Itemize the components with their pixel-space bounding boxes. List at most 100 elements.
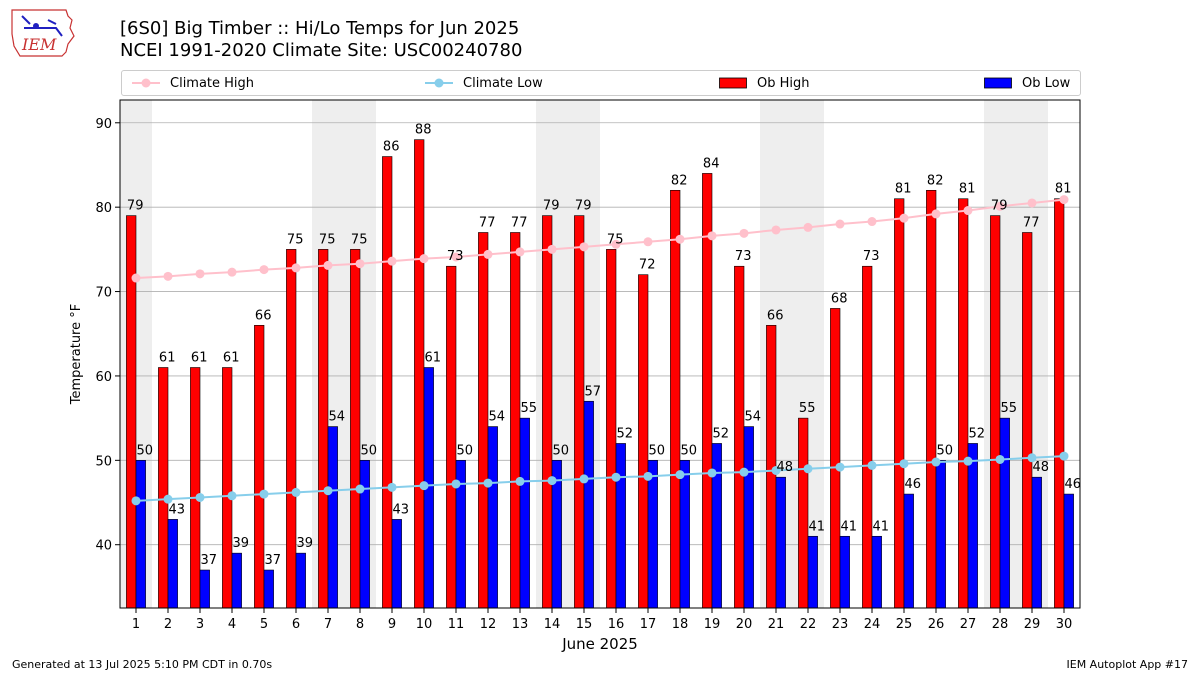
label-ob-low-11: 50 <box>457 443 474 458</box>
point-climate-high-30 <box>1059 195 1069 205</box>
bar-ob-high-26 <box>926 189 937 609</box>
bar-ob-low-30 <box>1063 493 1074 609</box>
bar-ob-high-9 <box>382 156 393 609</box>
point-climate-low-16 <box>611 472 621 482</box>
label-ob-high-29: 77 <box>1023 215 1040 230</box>
point-climate-low-3 <box>195 492 205 502</box>
y-tick-label-80: 80 <box>95 201 112 216</box>
bar-ob-high-3 <box>190 367 201 609</box>
point-climate-low-23 <box>835 462 845 472</box>
label-ob-low-27: 52 <box>969 426 986 441</box>
point-climate-high-17 <box>643 237 653 247</box>
point-climate-low-26 <box>931 457 941 467</box>
point-climate-low-20 <box>739 467 749 477</box>
point-climate-high-13 <box>515 247 525 257</box>
x-tick-label-25: 25 <box>896 617 913 632</box>
bar-ob-high-22 <box>798 417 809 609</box>
x-tick-label-27: 27 <box>960 617 977 632</box>
label-ob-low-26: 50 <box>937 443 954 458</box>
x-tick-label-21: 21 <box>768 617 785 632</box>
point-climate-high-14 <box>547 244 557 254</box>
bar-ob-low-26 <box>935 460 946 609</box>
point-climate-high-25 <box>899 213 909 223</box>
label-ob-high-28: 79 <box>991 199 1008 214</box>
label-ob-low-17: 50 <box>649 443 666 458</box>
logo-text: IEM <box>21 35 57 54</box>
bar-ob-high-29 <box>1022 232 1033 609</box>
point-climate-high-3 <box>195 269 205 279</box>
label-ob-high-17: 72 <box>639 258 656 273</box>
label-ob-low-29: 48 <box>1033 460 1050 475</box>
legend-climate-high: Climate High <box>132 71 254 95</box>
point-climate-high-18 <box>675 234 685 244</box>
point-climate-low-19 <box>707 468 717 478</box>
bar-ob-low-8 <box>359 460 370 609</box>
x-tick-label-29: 29 <box>1024 617 1041 632</box>
legend-label-ob-low: Ob Low <box>1022 75 1071 91</box>
x-tick-label-16: 16 <box>608 617 625 632</box>
bar-ob-low-13 <box>519 417 530 609</box>
label-ob-high-13: 77 <box>511 215 528 230</box>
point-climate-low-8 <box>355 484 365 494</box>
bar-ob-low-3 <box>199 569 210 609</box>
bar-ob-high-20 <box>734 265 745 609</box>
point-climate-low-1 <box>131 496 141 506</box>
point-climate-high-5 <box>259 265 269 275</box>
point-climate-low-22 <box>803 464 813 474</box>
point-climate-low-2 <box>163 494 173 504</box>
bar-ob-high-23 <box>830 308 841 609</box>
bar-ob-high-17 <box>638 274 649 609</box>
x-tick-label-11: 11 <box>448 617 465 632</box>
x-tick-label-3: 3 <box>196 617 204 632</box>
label-ob-high-8: 75 <box>351 232 368 247</box>
label-ob-low-9: 43 <box>393 502 410 517</box>
point-climate-low-24 <box>867 460 877 470</box>
point-climate-high-6 <box>291 263 301 273</box>
bar-ob-high-13 <box>510 232 521 609</box>
point-climate-high-20 <box>739 228 749 238</box>
label-ob-high-15: 79 <box>575 199 592 214</box>
bar-ob-high-7 <box>318 249 329 609</box>
point-climate-low-7 <box>323 486 333 496</box>
label-ob-low-2: 43 <box>169 502 186 517</box>
point-climate-high-12 <box>483 249 493 259</box>
point-climate-low-28 <box>995 454 1005 464</box>
legend: Climate High Climate Low Ob High Ob Low <box>121 70 1081 96</box>
bar-ob-high-28 <box>990 215 1001 609</box>
bar-ob-low-12 <box>487 426 498 609</box>
point-climate-high-24 <box>867 217 877 227</box>
bar-ob-low-22 <box>807 535 818 609</box>
point-climate-low-5 <box>259 489 269 499</box>
ob-low-swatch-icon <box>984 77 1012 89</box>
bar-ob-low-18 <box>679 460 690 609</box>
chart-title: [6S0] Big Timber :: Hi/Lo Temps for Jun … <box>120 18 522 62</box>
climate-high-line-icon <box>132 78 160 88</box>
point-climate-low-25 <box>899 459 909 469</box>
line-climate-low <box>135 455 1065 502</box>
footer-generated: Generated at 13 Jul 2025 5:10 PM CDT in … <box>12 658 273 671</box>
point-climate-high-23 <box>835 219 845 229</box>
label-ob-low-23: 41 <box>841 519 858 534</box>
point-climate-high-10 <box>419 254 429 264</box>
x-tick-label-24: 24 <box>864 617 881 632</box>
x-tick-label-15: 15 <box>576 617 593 632</box>
x-tick-label-30: 30 <box>1056 617 1073 632</box>
bar-ob-low-21 <box>775 476 786 609</box>
point-climate-low-30 <box>1059 451 1069 461</box>
label-ob-high-3: 61 <box>191 351 208 366</box>
bar-ob-high-24 <box>862 265 873 609</box>
y-tick-label-60: 60 <box>95 370 112 385</box>
bar-ob-low-24 <box>871 535 882 609</box>
line-climate-high <box>135 198 1065 280</box>
x-tick-label-26: 26 <box>928 617 945 632</box>
legend-ob-low: Ob Low <box>984 71 1070 95</box>
y-axis-label: Temperature °F <box>69 304 84 405</box>
label-ob-high-19: 84 <box>703 156 720 171</box>
x-tick-label-20: 20 <box>736 617 753 632</box>
point-climate-high-28 <box>995 201 1005 211</box>
point-climate-high-2 <box>163 271 173 281</box>
point-climate-high-27 <box>963 206 973 216</box>
point-climate-low-11 <box>451 479 461 489</box>
legend-ob-high: Ob High <box>719 71 810 95</box>
point-climate-high-22 <box>803 222 813 232</box>
